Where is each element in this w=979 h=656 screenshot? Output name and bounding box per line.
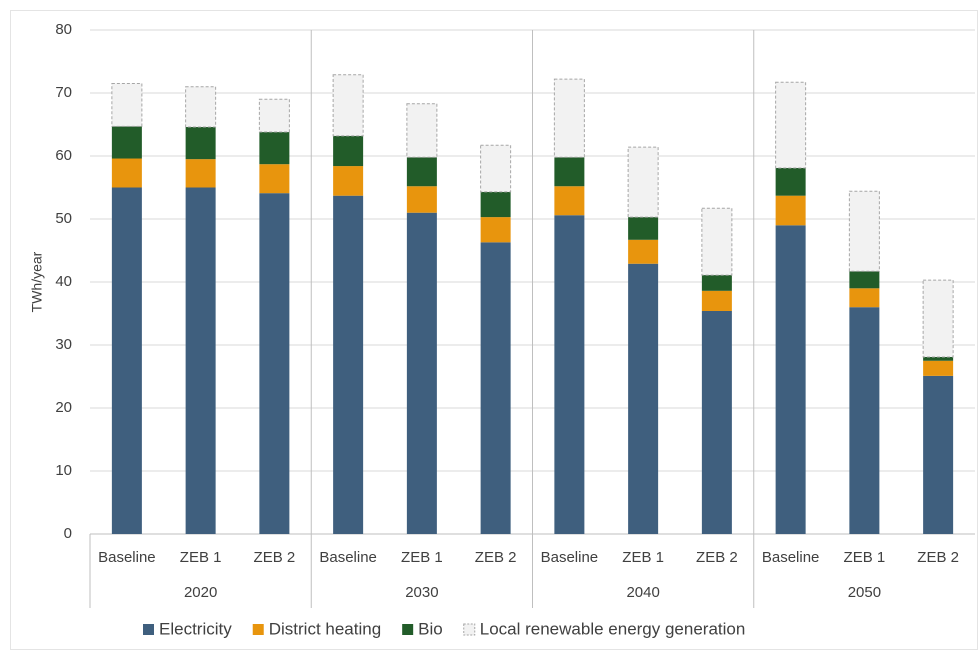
x-tick-label: ZEB 1 (844, 549, 886, 566)
legend-label: Local renewable energy generation (480, 619, 746, 638)
y-tick-label: 10 (55, 462, 72, 479)
y-tick-label: 20 (55, 399, 72, 416)
bar-segment (701, 207, 733, 276)
bar-segment (480, 217, 511, 243)
legend-swatch (252, 624, 264, 635)
bar-segment (923, 360, 954, 376)
bar-segment (332, 74, 364, 137)
y-tick-label: 40 (55, 273, 72, 290)
bar-segment (701, 310, 732, 534)
bar-segment (701, 290, 732, 311)
bar-segment (333, 195, 364, 534)
y-tick-label: 80 (55, 21, 72, 38)
bar-segment (406, 157, 437, 187)
y-tick-label: 30 (55, 336, 72, 353)
legend-swatch (463, 623, 476, 636)
bar-segment (553, 78, 585, 158)
bar-segment (849, 307, 880, 534)
y-tick-label: 50 (55, 210, 72, 227)
bar-segment (701, 275, 732, 291)
bar-segment (775, 167, 806, 196)
x-tick-label: ZEB 1 (622, 549, 664, 566)
bar-segment (554, 157, 585, 187)
bar-segment (333, 166, 364, 196)
legend-label: Electricity (159, 619, 232, 638)
y-tick-label: 0 (64, 525, 72, 542)
bar-segment (406, 186, 437, 213)
group-label: 2020 (184, 584, 217, 601)
x-tick-label: Baseline (98, 549, 156, 566)
bar-segment (923, 356, 954, 361)
chart-frame (10, 10, 978, 650)
bar-segment (185, 127, 216, 160)
bar-segment (775, 81, 807, 169)
bar-segment (259, 132, 290, 165)
bar-segment (480, 144, 512, 193)
x-tick-label: Baseline (762, 549, 820, 566)
bar-segment (480, 242, 511, 534)
legend-swatch (143, 624, 154, 635)
y-tick-label: 70 (55, 84, 72, 101)
bar-segment (259, 164, 290, 194)
x-tick-label: ZEB 2 (254, 549, 296, 566)
y-axis-label: TWh/year (29, 251, 45, 312)
bar-segment (111, 158, 142, 188)
bar-segment (111, 83, 143, 127)
bar-segment (333, 135, 364, 167)
bar-segment (111, 187, 142, 534)
bar-segment (627, 146, 659, 218)
bar-segment (848, 190, 880, 272)
y-tick-label: 60 (55, 147, 72, 164)
bar-segment (259, 193, 290, 535)
bar-segment (185, 187, 216, 534)
bar-segment (554, 186, 585, 216)
bar-segment (628, 217, 659, 240)
bar-segment (185, 159, 216, 188)
group-label: 2050 (848, 584, 881, 601)
x-tick-label: ZEB 2 (917, 549, 959, 566)
x-tick-label: ZEB 1 (180, 549, 222, 566)
x-tick-label: ZEB 2 (475, 549, 517, 566)
bar-segment (406, 212, 437, 534)
bar-segment (849, 271, 880, 289)
legend-label: District heating (269, 619, 381, 638)
bar-segment (480, 191, 511, 218)
bar-segment (628, 263, 659, 534)
bar-segment (111, 126, 142, 159)
group-label: 2040 (626, 584, 659, 601)
bar-segment (849, 288, 880, 308)
bar-segment (628, 239, 659, 264)
bar-segment (922, 279, 954, 358)
bar-segment (775, 195, 806, 226)
bar-segment (775, 225, 806, 535)
bar-segment (554, 215, 585, 534)
bar-segment (406, 103, 438, 158)
bar-segment (258, 98, 290, 133)
legend-label: Bio (418, 619, 443, 638)
x-tick-label: ZEB 1 (401, 549, 443, 566)
bar-segment (923, 375, 954, 534)
x-tick-label: ZEB 2 (696, 549, 738, 566)
x-tick-label: Baseline (319, 549, 377, 566)
group-label: 2030 (405, 584, 438, 601)
x-tick-label: Baseline (541, 549, 599, 566)
bar-segment (185, 86, 217, 128)
legend-swatch (402, 624, 414, 635)
